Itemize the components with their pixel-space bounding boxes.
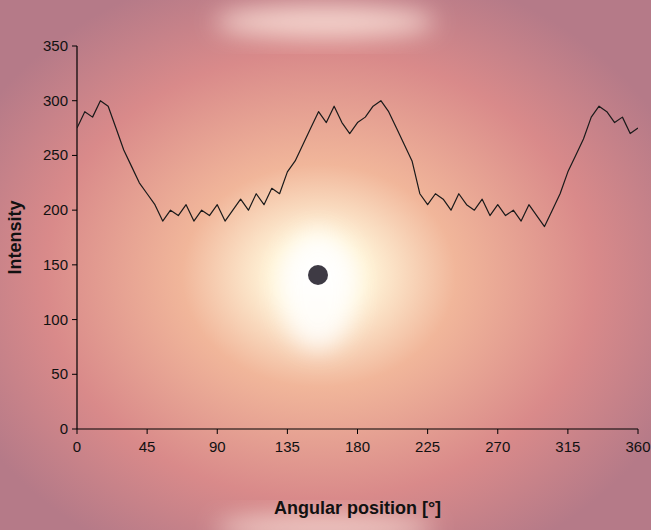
y-tick-label: 100 [43, 311, 68, 328]
background [0, 0, 651, 530]
x-tick [77, 429, 78, 434]
beamstop [308, 265, 328, 285]
x-tick [567, 429, 568, 434]
x-tick-label: 270 [485, 438, 510, 455]
y-tick-label: 300 [43, 92, 68, 109]
x-tick [497, 429, 498, 434]
x-tick [147, 429, 148, 434]
x-tick [638, 429, 639, 434]
y-tick [72, 319, 77, 320]
diffraction-arc [215, 6, 435, 38]
x-tick [287, 429, 288, 434]
y-tick-label: 350 [43, 37, 68, 54]
x-axis-title: Angular position [°] [274, 498, 441, 518]
y-tick [72, 100, 77, 101]
y-tick-label: 250 [43, 146, 68, 163]
y-tick-label: 50 [51, 365, 68, 382]
x-tick-label: 45 [139, 438, 156, 455]
y-tick [72, 46, 77, 47]
y-tick-label: 0 [60, 420, 68, 437]
y-axis [76, 46, 77, 429]
x-tick [427, 429, 428, 434]
y-tick-label: 200 [43, 201, 68, 218]
y-tick [72, 429, 77, 430]
x-tick-label: 360 [625, 438, 650, 455]
y-tick [72, 155, 77, 156]
y-tick [72, 210, 77, 211]
y-tick-label: 150 [43, 256, 68, 273]
x-tick [217, 429, 218, 434]
x-tick [357, 429, 358, 434]
x-tick-label: 180 [345, 438, 370, 455]
x-tick-label: 90 [209, 438, 226, 455]
y-tick [72, 264, 77, 265]
beam-glow [280, 230, 356, 350]
x-tick-label: 135 [275, 438, 300, 455]
y-axis-title: Intensity [5, 200, 25, 274]
y-tick [72, 374, 77, 375]
x-tick-label: 315 [555, 438, 580, 455]
intensity-line [77, 101, 638, 227]
x-tick-label: 225 [415, 438, 440, 455]
x-tick-label: 0 [73, 438, 81, 455]
plot-area [77, 101, 638, 227]
